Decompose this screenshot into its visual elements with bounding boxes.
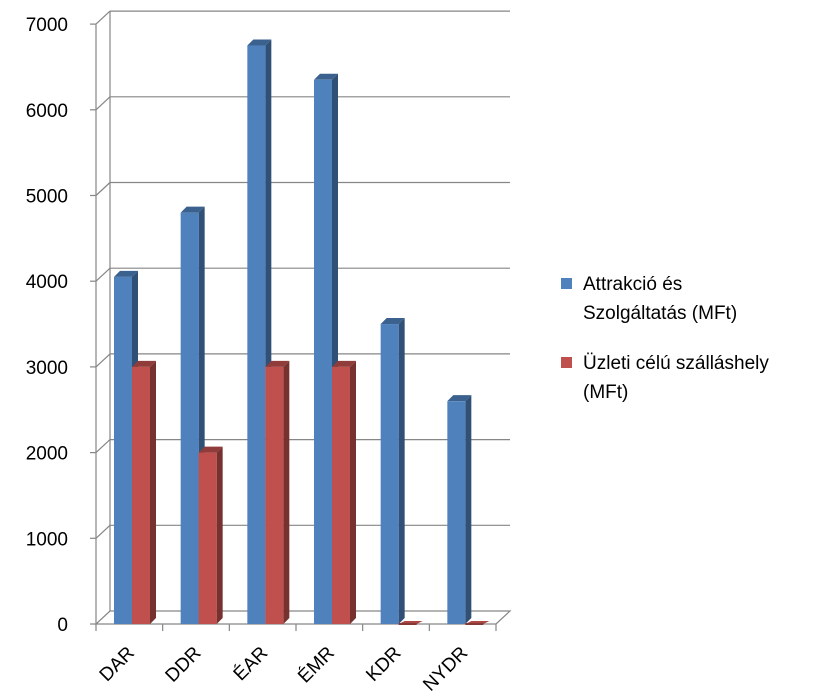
legend-swatch — [561, 278, 572, 289]
x-tick-label: DAR — [96, 643, 139, 686]
y-axis-tick-labels: 0 1000 2000 3000 4000 5000 6000 7000 — [26, 15, 68, 636]
bar-series2-DAR — [132, 360, 156, 624]
bar-series1-NYDR — [447, 395, 472, 624]
legend-label: Attrakció és — [583, 274, 682, 295]
bar-series1-KDR — [380, 318, 405, 624]
bar-series2-ÉMR — [332, 360, 356, 624]
gridlines — [95, 10, 510, 539]
gridline-side — [95, 267, 111, 282]
legend-label: Szolgáltatás (MFt) — [583, 303, 737, 324]
y-tick-label: 2000 — [26, 444, 68, 465]
x-tick-label: NYDR — [419, 643, 472, 696]
gridline-side — [95, 439, 111, 454]
x-tick-label: DDR — [162, 643, 206, 687]
x-tick-label: ÉAR — [230, 643, 272, 685]
y-tick-label: 4000 — [26, 272, 68, 293]
gridline-side — [95, 524, 111, 539]
legend-item-2: Üzleti célú szálláshely (MFt) — [561, 353, 769, 403]
axes — [90, 11, 512, 631]
gridline-side — [95, 353, 111, 368]
gridline-side — [95, 96, 111, 111]
bar-series2-KDR — [398, 621, 423, 625]
gridline-side — [95, 182, 111, 196]
y-tick-label: 5000 — [26, 187, 68, 208]
y-tick-label: 7000 — [26, 15, 68, 36]
y-tick-label: 6000 — [26, 101, 68, 122]
y-tick-label: 0 — [57, 615, 68, 636]
legend-label: Üzleti célú szálláshely — [583, 353, 769, 374]
y-tick-label: 3000 — [26, 358, 68, 379]
y-tick-label: 1000 — [26, 529, 68, 550]
gridline-side — [95, 10, 111, 25]
legend-item-1: Attrakció és Szolgáltatás (MFt) — [561, 274, 737, 324]
x-tick-label: ÉMR — [294, 643, 339, 688]
x-tick-label: KDR — [362, 643, 405, 686]
legend: Attrakció és Szolgáltatás (MFt) Üzleti cél… — [561, 274, 769, 403]
x-axis-tick-labels: DAR DDR ÉAR ÉMR KDR NYDR — [96, 643, 473, 696]
bar-series2-NYDR — [465, 621, 490, 625]
bars — [114, 39, 490, 625]
legend-swatch — [561, 357, 572, 368]
legend-label: (MFt) — [583, 382, 628, 403]
bar-series2-ÉAR — [265, 360, 290, 624]
bar-series2-DDR — [198, 446, 223, 624]
